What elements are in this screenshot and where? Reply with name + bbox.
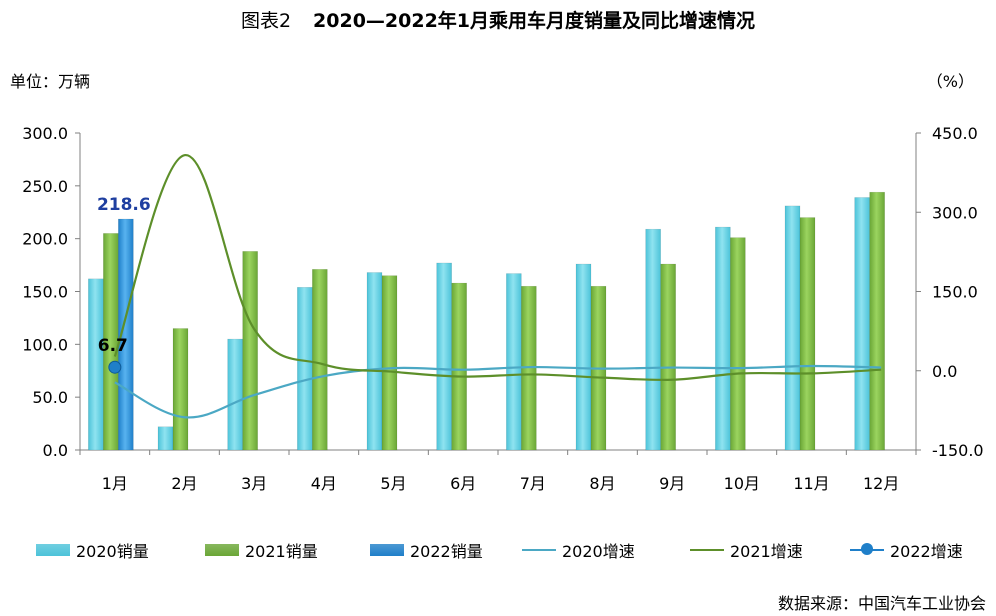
- bar-2020销量-10: [784, 205, 801, 451]
- x-tick-label: 9月: [659, 474, 685, 493]
- right-tick-label: 150.0: [932, 283, 978, 302]
- legend-label: 2020销量: [76, 542, 149, 561]
- legend-swatch: [370, 544, 404, 556]
- bar-2021销量-9: [730, 237, 746, 451]
- right-tick-label: 300.0: [932, 203, 978, 222]
- data-label-2022增速: 6.7: [98, 336, 128, 356]
- legend-label: 2022销量: [410, 542, 483, 561]
- legend-label: 2020增速: [562, 542, 635, 561]
- left-tick-label: 300.0: [22, 124, 68, 143]
- bar-2021销量-4: [381, 275, 398, 451]
- x-tick-label: 7月: [520, 474, 546, 493]
- figure-title: 2020—2022年1月乘用车月度销量及同比增速情况: [313, 10, 756, 32]
- legend-item-2022增速: 2022增速: [850, 537, 963, 563]
- bar-2021销量-3: [312, 269, 328, 451]
- x-tick-label: 5月: [380, 474, 406, 493]
- x-tick-label: 1月: [102, 474, 128, 493]
- legend-label: 2021增速: [730, 542, 803, 561]
- bar-2021销量-5: [451, 282, 467, 451]
- x-tick-label: 10月: [724, 474, 760, 493]
- bar-2020销量-8: [645, 228, 661, 451]
- bar-2020销量-0: [88, 278, 104, 451]
- bar-2020销量-4: [366, 272, 383, 451]
- x-tick-label: 3月: [241, 474, 267, 493]
- left-tick-label: 200.0: [22, 230, 68, 249]
- left-tick-label: 50.0: [32, 388, 68, 407]
- bar-2020销量-1: [157, 426, 174, 451]
- chart-legend: 2020销量 2021销量 2022销量 2020增速 2021增速 2022增速: [0, 537, 996, 563]
- legend-label: 2021销量: [245, 542, 318, 561]
- legend-label: 2022增速: [890, 542, 963, 561]
- bar-2021销量-11: [869, 191, 885, 451]
- legend-item-2020增速: 2020增速: [522, 537, 635, 563]
- legend-marker: [861, 543, 873, 555]
- legend-item-2020销量: 2020销量: [36, 537, 149, 563]
- legend-line-swatch: [522, 549, 556, 551]
- right-axis-unit: （%）: [926, 72, 974, 91]
- legend-line-swatch: [690, 549, 724, 551]
- x-tick-label: 2月: [171, 474, 197, 493]
- x-tick-label: 6月: [450, 474, 476, 493]
- left-tick-label: 100.0: [22, 335, 68, 354]
- left-tick-label: 250.0: [22, 177, 68, 196]
- chart-title: 图表2 2020—2022年1月乘用车月度销量及同比增速情况: [0, 6, 996, 33]
- bar-2020销量-2: [227, 338, 243, 451]
- right-tick-label: -150.0: [932, 441, 984, 460]
- legend-item-2021增速: 2021增速: [690, 537, 803, 563]
- right-tick-label: 0.0: [932, 362, 957, 381]
- data-source: 数据来源：中国汽车工业协会: [777, 594, 986, 613]
- bar-2021销量-8: [660, 263, 676, 451]
- point-2022增速-0: [108, 360, 122, 374]
- x-tick-label: 8月: [589, 474, 615, 493]
- bar-2020销量-5: [436, 262, 452, 451]
- bar-2020销量-6: [506, 273, 522, 451]
- x-tick-label: 12月: [863, 474, 899, 493]
- left-tick-label: 150.0: [22, 283, 68, 302]
- left-axis-unit: 单位：万辆: [10, 72, 91, 91]
- legend-item-2022销量: 2022销量: [370, 537, 483, 563]
- bar-2020销量-7: [575, 263, 592, 451]
- data-label-2022销量: 218.6: [97, 195, 151, 215]
- bar-2021销量-1: [172, 328, 189, 451]
- bar-2020销量-11: [854, 197, 870, 451]
- bar-2020销量-3: [297, 287, 313, 451]
- x-tick-label: 11月: [793, 474, 829, 493]
- right-tick-label: 450.0: [932, 124, 978, 143]
- legend-swatch: [36, 544, 70, 556]
- left-tick-label: 0.0: [43, 441, 68, 460]
- legend-swatch: [205, 544, 239, 556]
- line-2020增速: [114, 364, 882, 419]
- bar-2021销量-10: [799, 217, 816, 451]
- legend-line-swatch: [850, 543, 884, 555]
- figure-label: 图表2: [240, 10, 292, 32]
- legend-item-2021销量: 2021销量: [205, 537, 318, 563]
- line-2021增速: [113, 154, 882, 381]
- bar-2021销量-2: [242, 251, 258, 451]
- bar-2020销量-9: [715, 226, 731, 451]
- x-tick-label: 4月: [311, 474, 337, 493]
